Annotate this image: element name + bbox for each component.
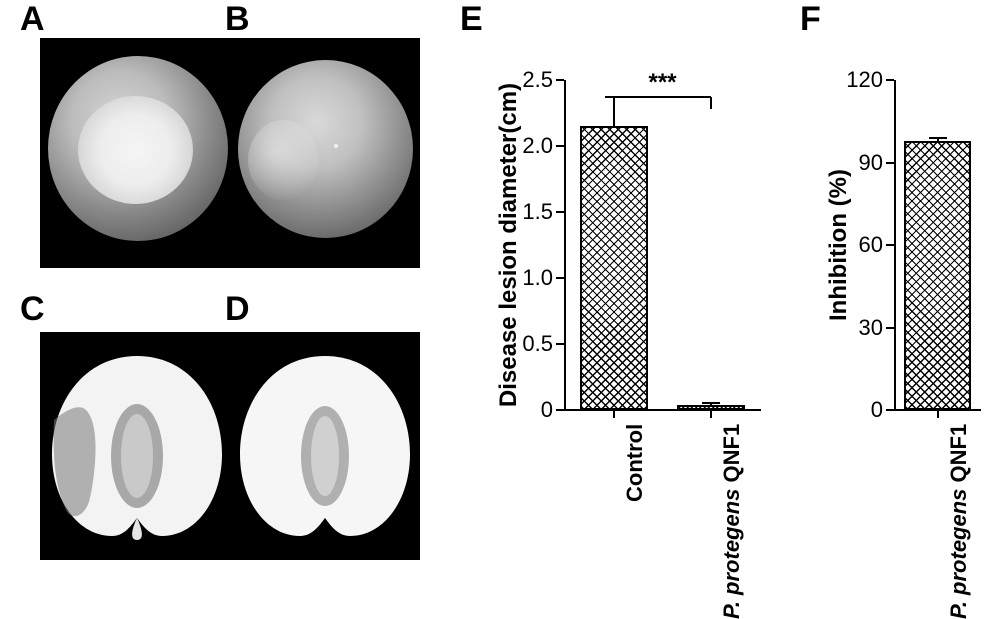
- figure-root: A B C D E F 00.51.01.52.02.: [0, 0, 1000, 604]
- x-tick: [937, 410, 939, 418]
- error-cap: [929, 137, 947, 139]
- y-tick: [886, 162, 894, 164]
- y-tick: [886, 79, 894, 81]
- y-axis-title: Inhibition (%): [825, 80, 853, 410]
- y-tick: [886, 244, 894, 246]
- x-category-label: P. protegens QNF1: [946, 424, 972, 619]
- bar: [904, 141, 970, 411]
- y-axis: [894, 80, 896, 410]
- chart-F: 0306090120Inhibition (%)P. protegens QNF…: [0, 0, 1000, 604]
- y-tick: [886, 327, 894, 329]
- y-tick: [886, 409, 894, 411]
